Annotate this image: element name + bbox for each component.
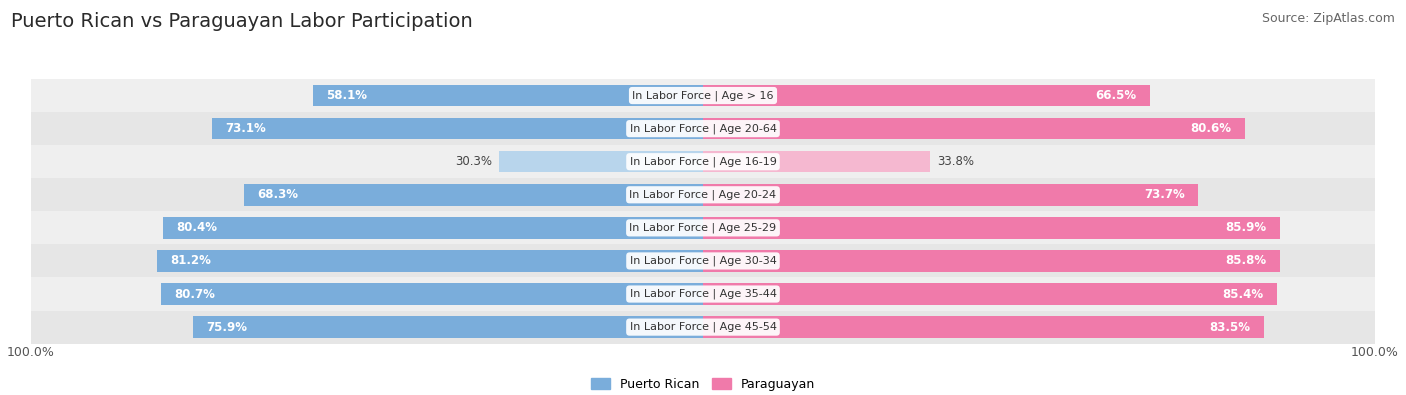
Bar (703, 316, 1264, 338)
Text: In Labor Force | Age > 16: In Labor Force | Age > 16 (633, 90, 773, 101)
Text: 80.4%: 80.4% (176, 221, 217, 234)
Bar (163, 217, 703, 239)
Bar (245, 184, 703, 205)
Text: Source: ZipAtlas.com: Source: ZipAtlas.com (1261, 12, 1395, 25)
Bar (703, 85, 1150, 106)
Text: In Labor Force | Age 20-64: In Labor Force | Age 20-64 (630, 123, 776, 134)
Text: 73.1%: 73.1% (225, 122, 266, 135)
Bar (499, 151, 703, 173)
Text: 75.9%: 75.9% (207, 321, 247, 334)
Text: In Labor Force | Age 20-24: In Labor Force | Age 20-24 (630, 190, 776, 200)
Text: In Labor Force | Age 30-34: In Labor Force | Age 30-34 (630, 256, 776, 266)
Bar (31, 310, 1375, 344)
Text: In Labor Force | Age 35-44: In Labor Force | Age 35-44 (630, 289, 776, 299)
Text: 85.4%: 85.4% (1222, 288, 1264, 301)
Text: 83.5%: 83.5% (1209, 321, 1251, 334)
Bar (31, 79, 1375, 112)
Text: In Labor Force | Age 16-19: In Labor Force | Age 16-19 (630, 156, 776, 167)
Text: In Labor Force | Age 45-54: In Labor Force | Age 45-54 (630, 322, 776, 332)
Text: 85.9%: 85.9% (1226, 221, 1267, 234)
Bar (160, 283, 703, 305)
Bar (703, 184, 1198, 205)
Bar (703, 283, 1277, 305)
Text: 68.3%: 68.3% (257, 188, 298, 201)
Text: 80.6%: 80.6% (1191, 122, 1232, 135)
Bar (31, 178, 1375, 211)
Text: 81.2%: 81.2% (170, 254, 211, 267)
Bar (703, 151, 931, 173)
Bar (31, 112, 1375, 145)
Bar (31, 145, 1375, 178)
Text: 73.7%: 73.7% (1144, 188, 1185, 201)
Text: Puerto Rican vs Paraguayan Labor Participation: Puerto Rican vs Paraguayan Labor Partici… (11, 12, 472, 31)
Bar (212, 118, 703, 139)
Text: 66.5%: 66.5% (1095, 89, 1136, 102)
Text: In Labor Force | Age 25-29: In Labor Force | Age 25-29 (630, 223, 776, 233)
Text: 30.3%: 30.3% (456, 155, 492, 168)
Legend: Puerto Rican, Paraguayan: Puerto Rican, Paraguayan (586, 372, 820, 395)
Bar (31, 277, 1375, 310)
Text: 58.1%: 58.1% (326, 89, 367, 102)
Bar (703, 217, 1281, 239)
Bar (703, 250, 1279, 272)
Bar (703, 118, 1244, 139)
Text: 33.8%: 33.8% (936, 155, 974, 168)
Bar (193, 316, 703, 338)
Text: 85.8%: 85.8% (1225, 254, 1267, 267)
Bar (157, 250, 703, 272)
Bar (312, 85, 703, 106)
Bar (31, 211, 1375, 245)
Text: 80.7%: 80.7% (174, 288, 215, 301)
Bar (31, 245, 1375, 278)
